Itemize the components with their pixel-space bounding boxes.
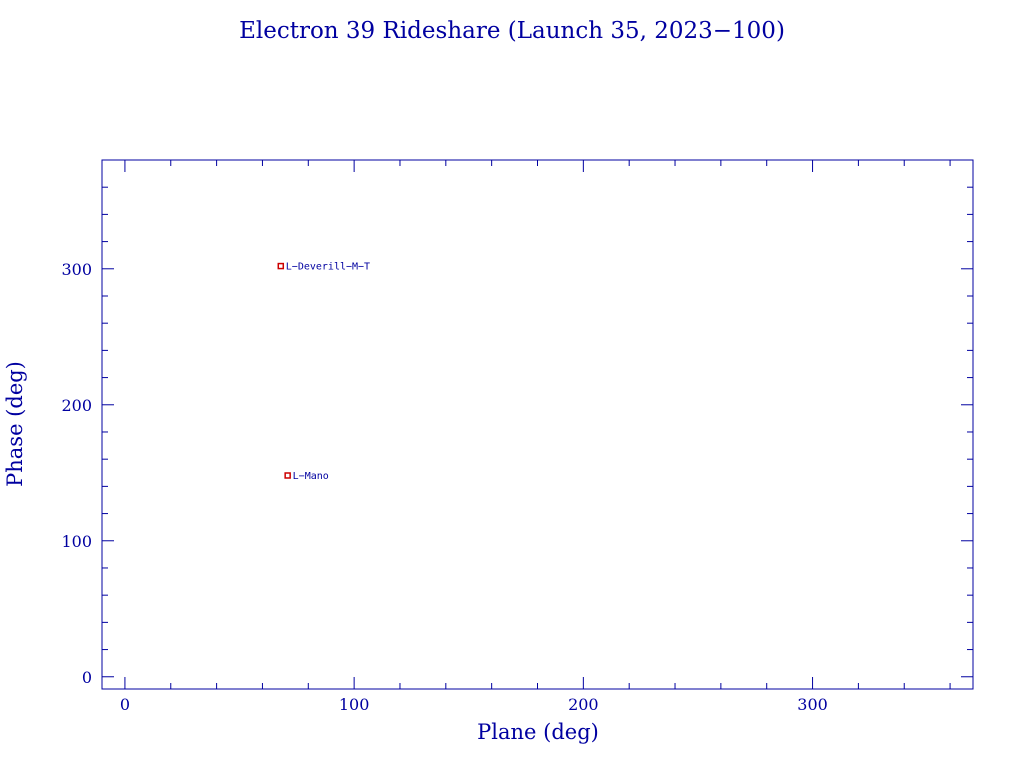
y-axis-title: Phase (deg) bbox=[3, 361, 27, 487]
y-tick-label: 200 bbox=[61, 396, 92, 415]
axis-ticks bbox=[102, 159, 973, 689]
data-point-marker bbox=[277, 262, 285, 270]
chart-title: Electron 39 Rideshare (Launch 35, 2023−1… bbox=[239, 18, 785, 44]
data-points: L−Deverill−M−T L−Mano bbox=[277, 262, 370, 482]
y-tick-label: 100 bbox=[61, 532, 92, 551]
plot-frame bbox=[101, 159, 974, 690]
y-tick-label: 300 bbox=[61, 260, 92, 279]
tick-labels: 0 100 200 300 0 100 200 300 bbox=[61, 260, 827, 714]
x-axis-title: Plane (deg) bbox=[477, 720, 599, 744]
data-point-label: L−Deverill−M−T bbox=[286, 262, 370, 273]
data-point-label: L−Mano bbox=[293, 471, 329, 482]
y-tick-label: 0 bbox=[82, 668, 92, 687]
x-tick-label: 0 bbox=[120, 695, 130, 714]
x-tick-label: 200 bbox=[568, 695, 599, 714]
data-point-marker bbox=[284, 472, 291, 479]
x-tick-label: 300 bbox=[797, 695, 828, 714]
x-tick-label: 100 bbox=[339, 695, 370, 714]
